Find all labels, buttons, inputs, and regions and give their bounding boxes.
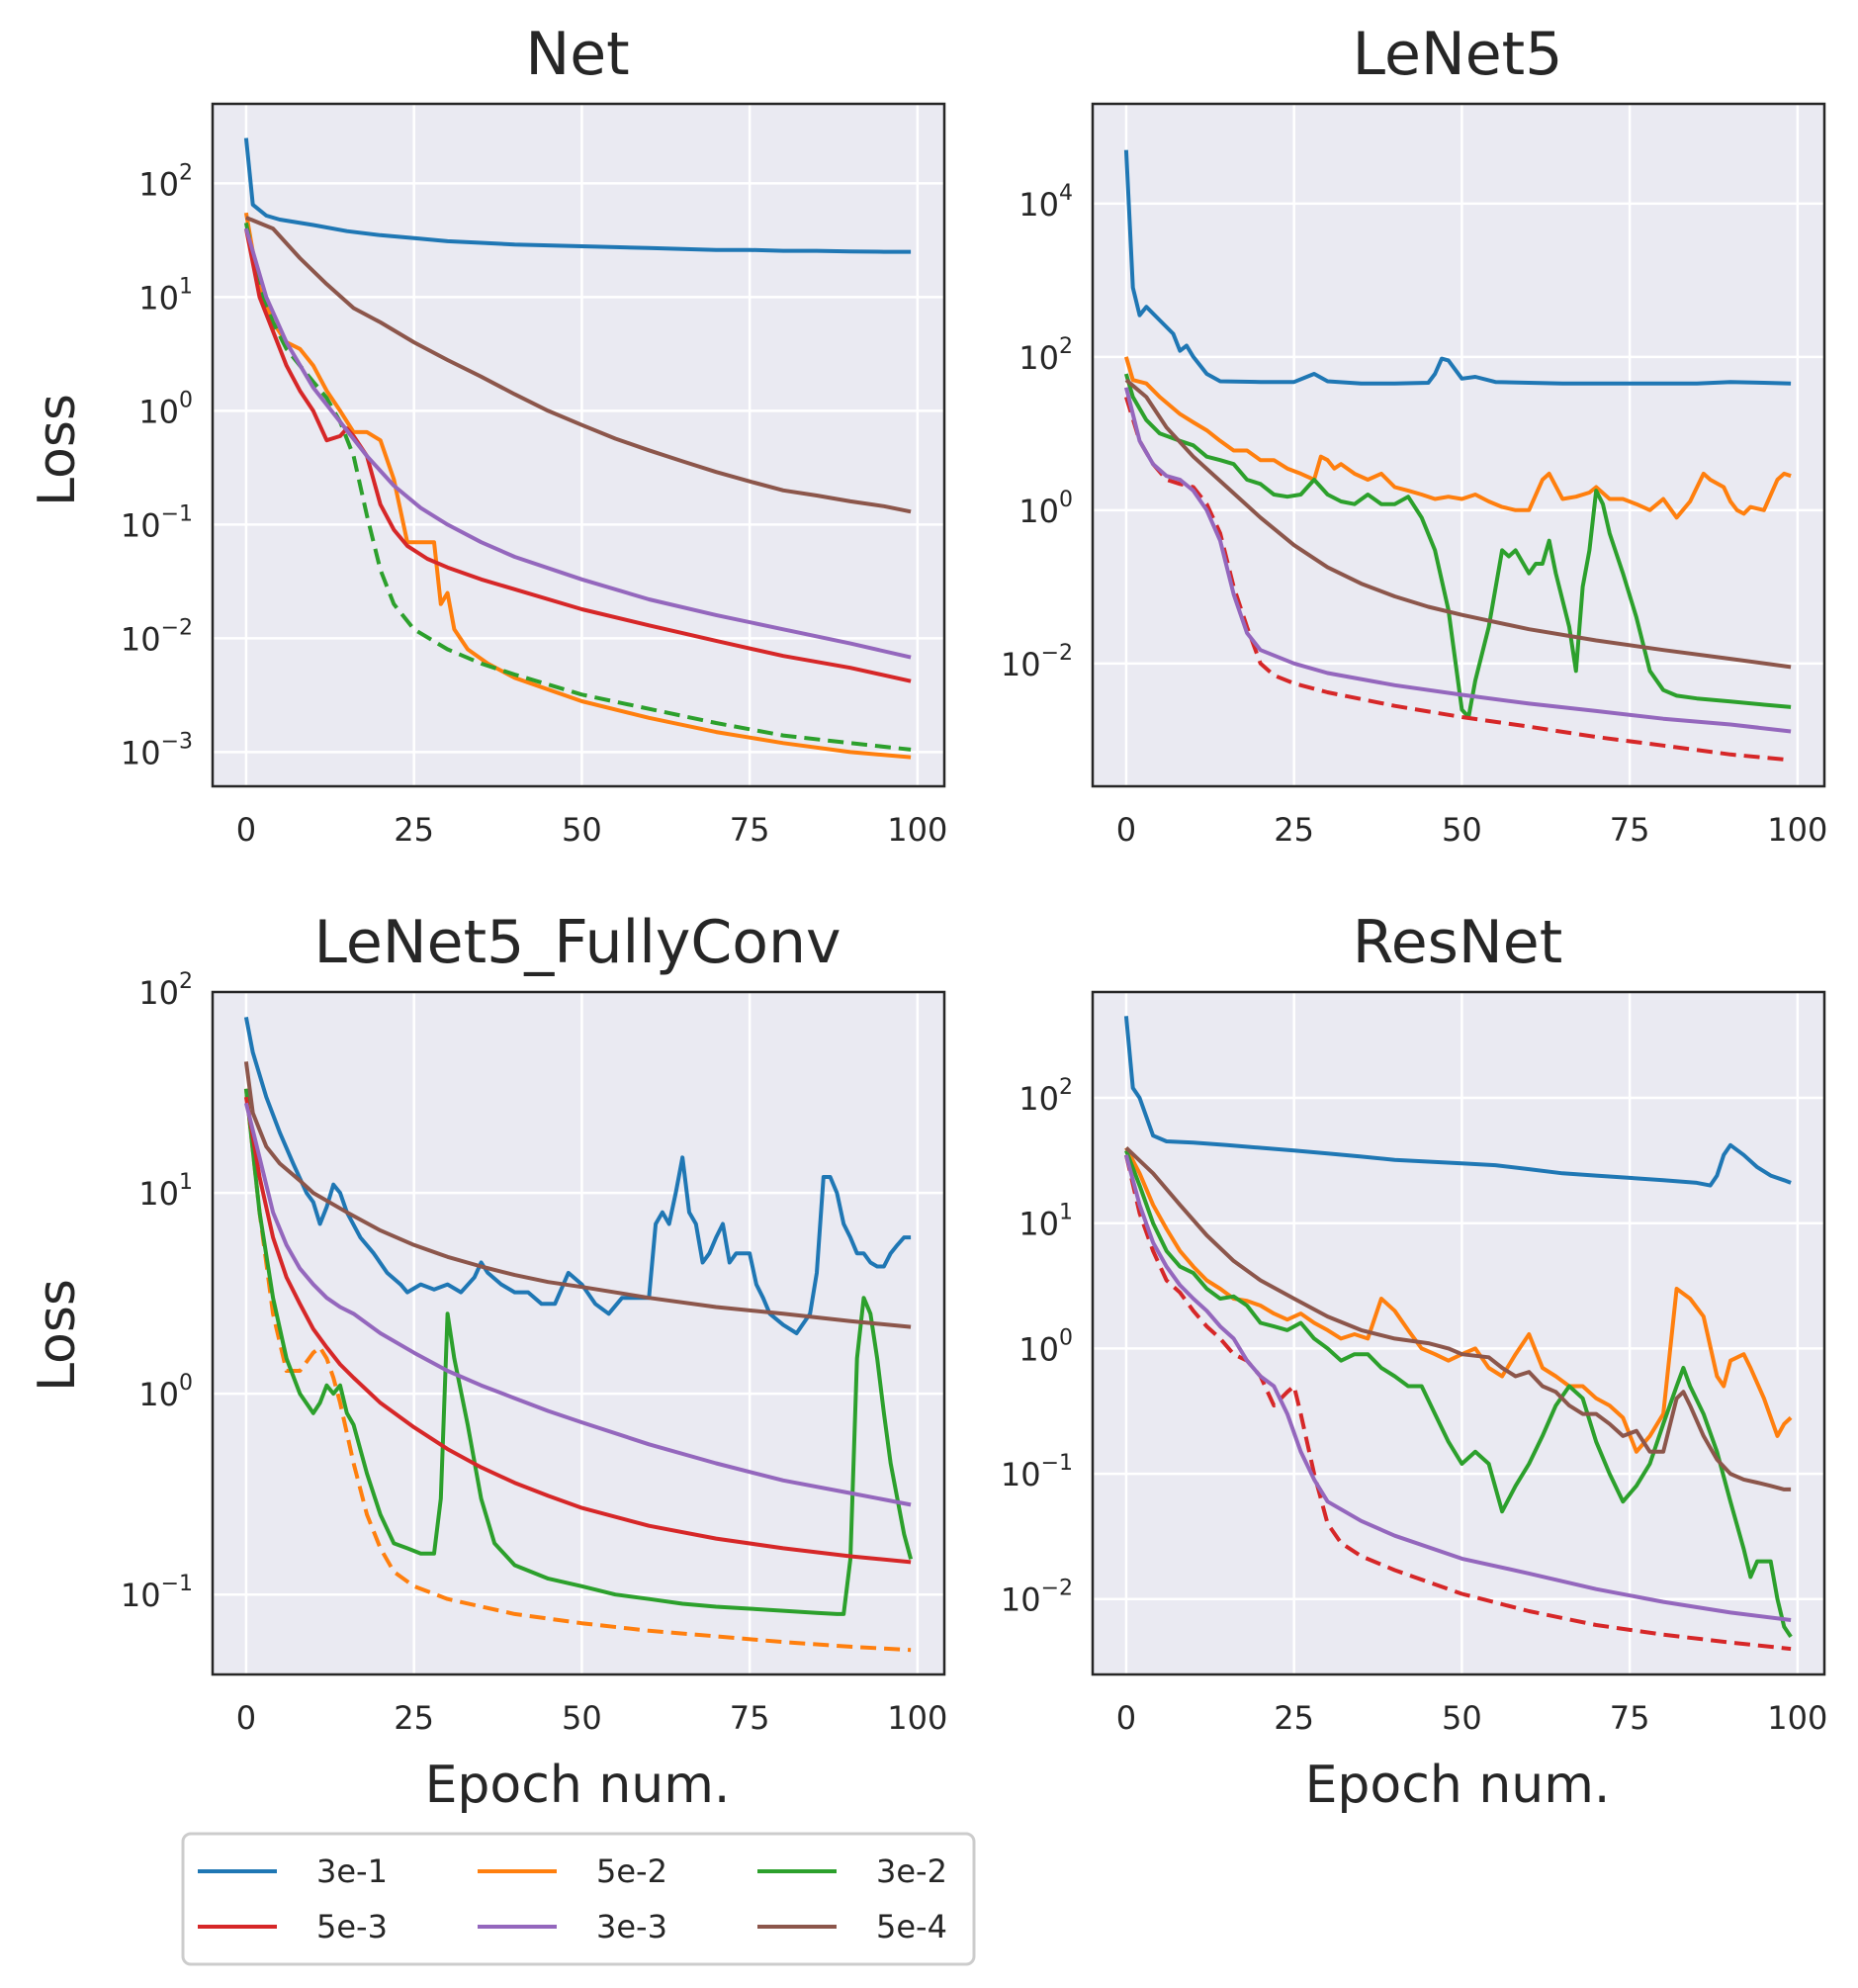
legend-items: 3e-1 5e-2 3e-2 5e-3 3e-3 5e-4: [198, 1852, 947, 1945]
legend-label: 3e-3: [596, 1908, 667, 1945]
y-tick-label: 100: [138, 388, 193, 430]
x-tick-label: 25: [1274, 1699, 1314, 1737]
legend-label: 5e-3: [316, 1908, 388, 1945]
legend-label: 3e-1: [316, 1852, 388, 1890]
y-tick-label: 100: [1018, 488, 1073, 530]
plot-area: [1093, 992, 1824, 1674]
series-group: [243, 1017, 914, 1653]
series-line-5e-3: [1123, 1154, 1792, 1652]
axes-frame: [211, 102, 946, 788]
x-tick-label: 100: [1767, 811, 1827, 849]
y-tick-label: 10−3: [121, 729, 193, 771]
x-tick-label: 0: [1116, 811, 1136, 849]
subplot-title: LeNet5_FullyConv: [313, 908, 841, 977]
axes: 0 25 50 75 100 10−3 10−2 10−1 100 101 102: [121, 102, 947, 849]
series-line-5e-4: [1124, 1146, 1792, 1491]
x-tick-label: 75: [730, 1699, 770, 1737]
axes-frame: [1091, 102, 1826, 788]
subplot-net: Net Loss 0 25 50 75 100 10−3 10−2 10−1 100 101 102: [28, 20, 947, 849]
y-tick-label: 10−1: [1001, 1451, 1073, 1493]
x-tick-label: 25: [394, 811, 434, 849]
subplot-lenet5-fullyconv: LeNet5_FullyConv Loss Epoch num. 0 25 50 75…: [28, 908, 947, 1815]
x-tick-label: 25: [394, 1699, 434, 1737]
axes: 0 25 50 75 100 10−2 100 102 104: [1001, 102, 1827, 849]
y-tick-label: 100: [138, 1371, 193, 1413]
x-tick-label: 0: [236, 811, 256, 849]
series-line-5e-2: [243, 212, 912, 760]
x-axis-label: Epoch num.: [1305, 1756, 1611, 1815]
series-line-5e-4: [243, 1061, 912, 1329]
y-tick-label: 10−1: [121, 1572, 193, 1614]
series-line-5e-2: [1124, 1146, 1793, 1454]
x-tick-label: 100: [887, 811, 947, 849]
x-tick-label: 100: [1767, 1699, 1827, 1737]
subplot-title: ResNet: [1353, 908, 1563, 977]
x-tick-label: 75: [730, 811, 770, 849]
y-tick-label: 102: [1018, 334, 1073, 377]
x-tick-label: 75: [1610, 811, 1650, 849]
series-group: [243, 137, 912, 760]
legend-label: 5e-2: [596, 1852, 667, 1890]
legend-frame: [181, 1832, 976, 1966]
series-line-3e-2: [1124, 1149, 1793, 1639]
series-line-5e-2: [1123, 356, 1792, 520]
y-tick-label: 102: [138, 969, 193, 1012]
y-tick-label: 101: [1018, 1201, 1073, 1243]
series-line-3e-2: [243, 1088, 914, 1616]
y-axis-label: Loss: [28, 394, 87, 506]
x-axis-label: Epoch num.: [425, 1756, 731, 1815]
axes: 0 25 50 75 100 10−1 100 101 102: [121, 969, 948, 1737]
axes-frame: [1091, 990, 1826, 1676]
y-tick-label: 10−2: [1001, 1577, 1073, 1619]
legend-label: 3e-2: [876, 1852, 947, 1890]
y-tick-label: 100: [1018, 1325, 1073, 1368]
x-tick-label: 50: [562, 811, 602, 849]
series-line-3e-3: [1123, 1154, 1792, 1622]
series-line-3e-1: [1123, 1016, 1792, 1188]
series-line-3e-3: [1123, 387, 1792, 734]
y-tick-label: 102: [138, 160, 193, 203]
y-tick-label: 101: [138, 274, 193, 316]
series-line-5e-4: [1124, 378, 1792, 670]
x-tick-label: 0: [236, 1699, 256, 1737]
y-tick-label: 10−2: [121, 615, 193, 658]
series-line-3e-1: [243, 137, 912, 254]
legend: 3e-1 5e-2 3e-2 5e-3 3e-3 5e-4: [181, 1832, 976, 1966]
y-tick-label: 10−1: [121, 501, 193, 544]
subplot-title: LeNet5: [1353, 20, 1563, 89]
x-tick-label: 0: [1116, 1699, 1136, 1737]
series-line-5e-4: [245, 216, 912, 514]
series-line-5e-3: [243, 227, 912, 683]
series-line-3e-3: [243, 227, 912, 660]
y-tick-label: 104: [1018, 181, 1073, 224]
x-tick-label: 75: [1610, 1699, 1650, 1737]
x-tick-label: 50: [1442, 1699, 1482, 1737]
x-tick-label: 100: [887, 1699, 947, 1737]
series-line-3e-1: [1123, 149, 1792, 386]
axes: 0 25 50 75 100 10−2 10−1 100 101 102: [1001, 990, 1827, 1737]
axes-frame: [211, 990, 946, 1676]
plot-area: [213, 104, 944, 786]
series-line-5e-3: [1123, 396, 1792, 763]
legend-label: 5e-4: [876, 1908, 947, 1945]
series-line-5e-2: [243, 1088, 912, 1653]
y-tick-label: 102: [1018, 1075, 1073, 1118]
x-tick-label: 25: [1274, 811, 1314, 849]
subplot-title: Net: [525, 20, 629, 89]
y-tick-label: 101: [138, 1170, 193, 1213]
x-tick-label: 50: [1442, 811, 1482, 849]
subplot-resnet: ResNet Epoch num. 0 25 50 75 100 10−2 10−1 100 1…: [1001, 908, 1828, 1815]
series-line-5e-3: [243, 1096, 912, 1565]
y-axis-label: Loss: [28, 1279, 87, 1392]
plot-area: [213, 992, 944, 1674]
series-group: [1123, 1016, 1793, 1652]
series-group: [1123, 149, 1792, 763]
x-tick-label: 50: [562, 1699, 602, 1737]
y-tick-label: 10−2: [1001, 641, 1073, 683]
subplot-lenet5: LeNet5 0 25 50 75 100 10−2 100 102 104: [1001, 20, 1828, 849]
series-line-3e-3: [243, 1102, 912, 1507]
